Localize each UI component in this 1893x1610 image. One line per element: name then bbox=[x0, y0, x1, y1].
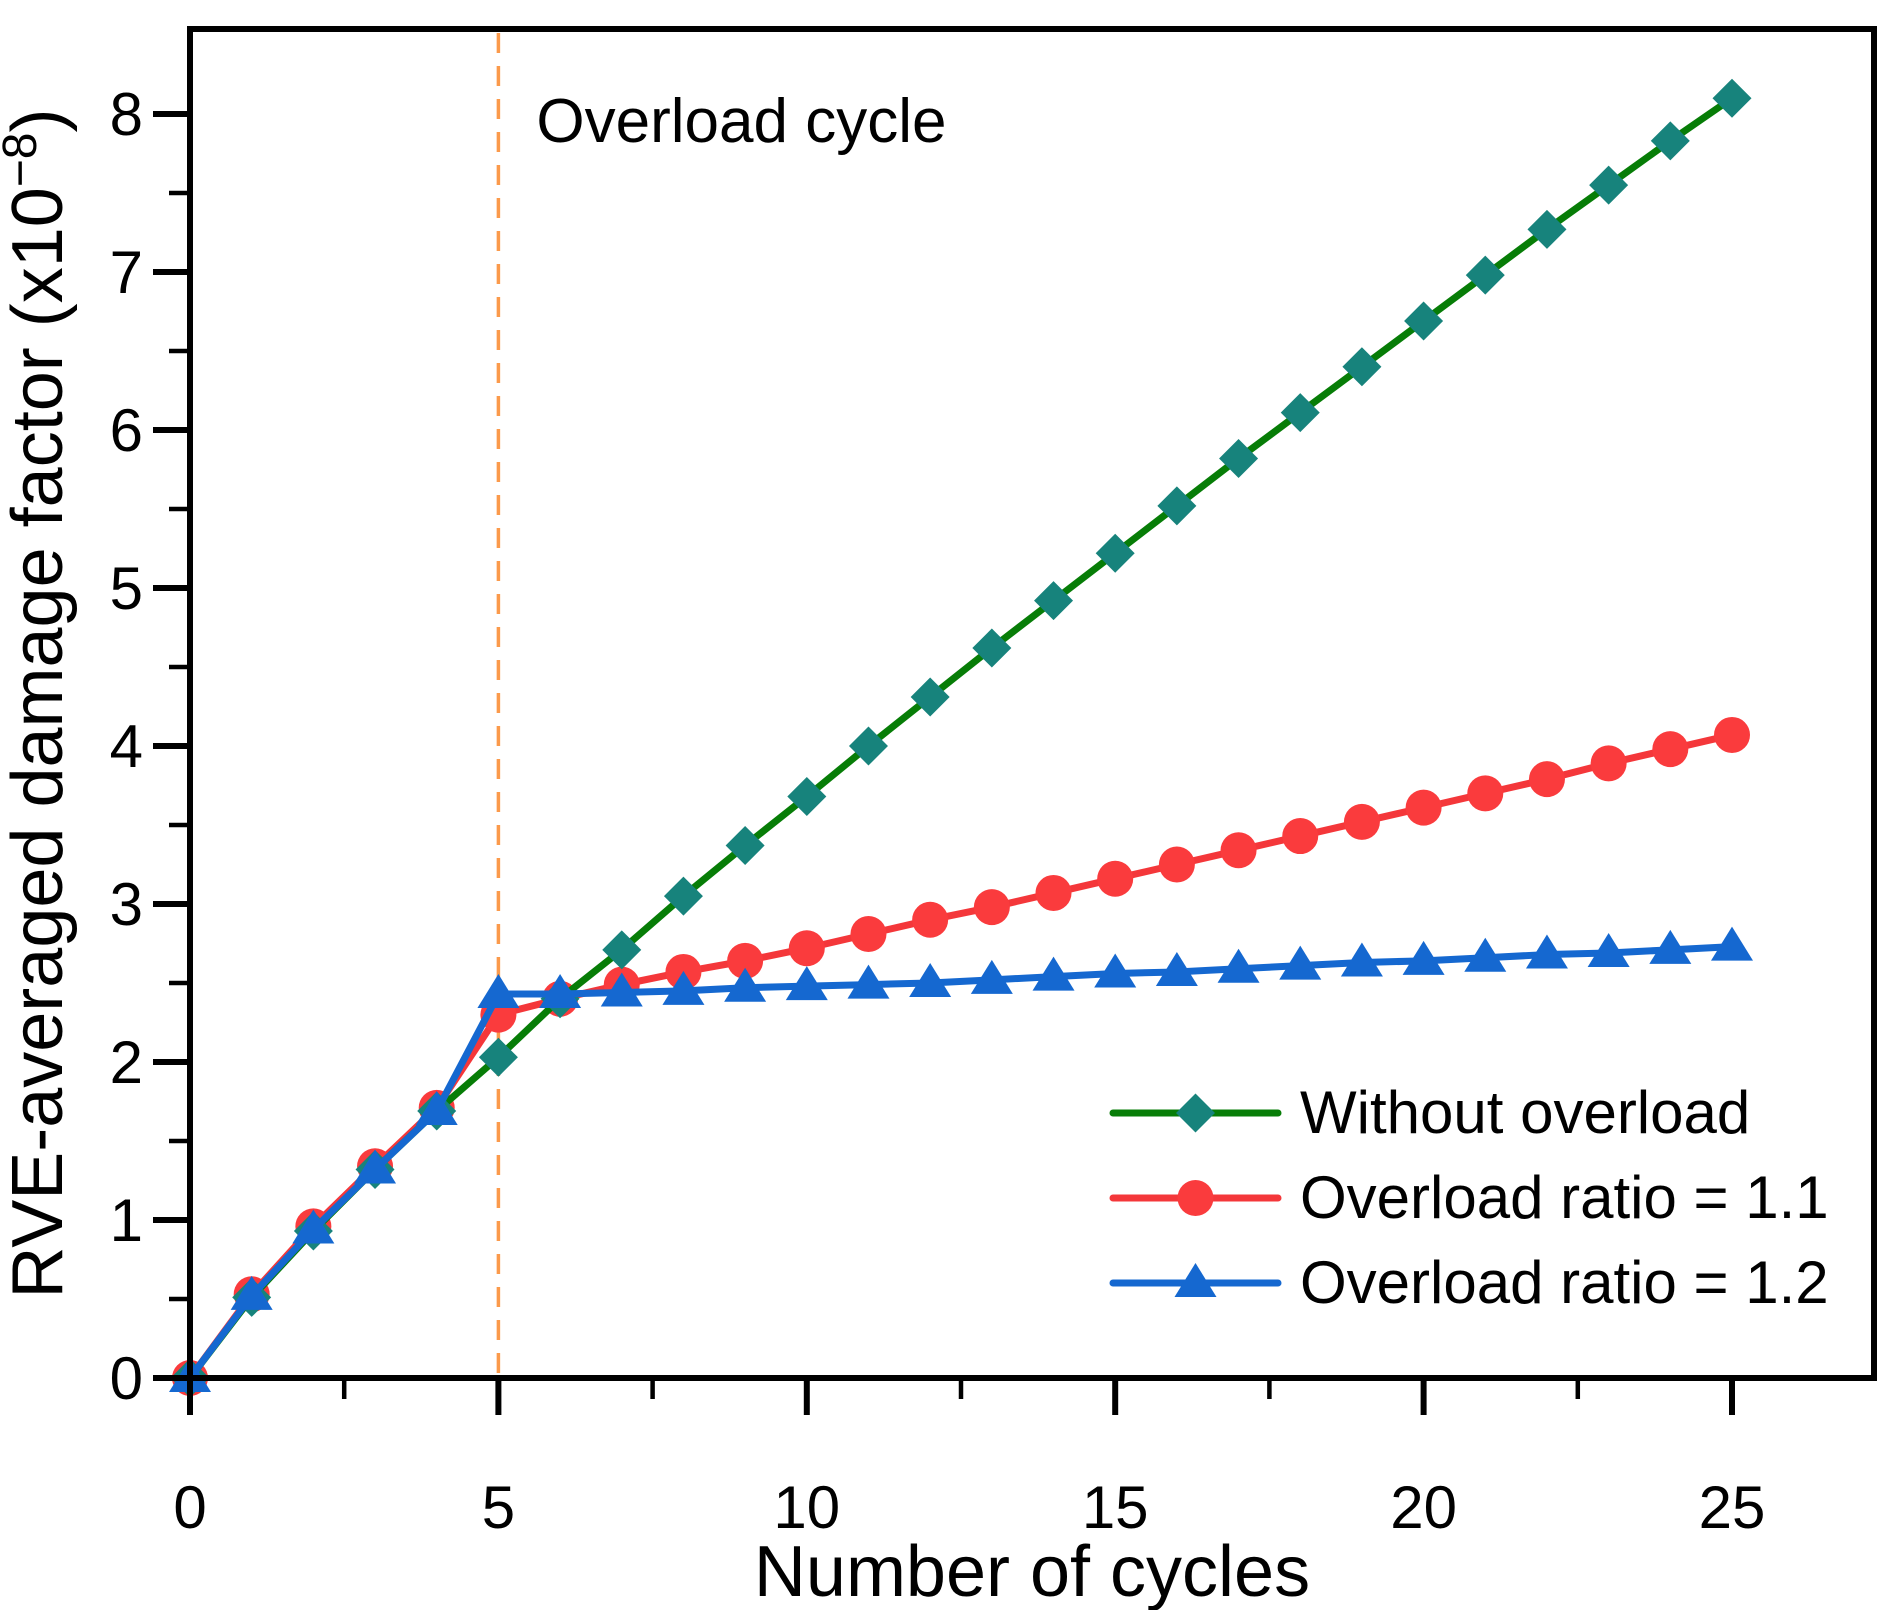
triangle-marker bbox=[724, 967, 767, 1002]
y-tick-label: 5 bbox=[110, 555, 143, 622]
triangle-marker bbox=[1649, 929, 1692, 964]
legend-diamond-marker bbox=[1176, 1093, 1215, 1133]
diamond-marker bbox=[478, 1037, 518, 1077]
triangle-marker bbox=[662, 970, 705, 1005]
triangle-marker bbox=[539, 974, 582, 1009]
diamond-marker bbox=[1219, 438, 1259, 478]
triangle-marker bbox=[230, 1275, 273, 1310]
circle-marker bbox=[1467, 775, 1504, 812]
diamond-marker bbox=[1527, 209, 1567, 249]
triangle-marker bbox=[909, 963, 952, 997]
y-axis-title: RVE-averaged damage factor (x10−8) bbox=[0, 108, 78, 1298]
legend-label: Overload ratio = 1.2 bbox=[1300, 1249, 1829, 1316]
y-tick-label: 4 bbox=[110, 713, 143, 780]
triangle-marker bbox=[1587, 932, 1630, 967]
triangle-marker bbox=[1094, 953, 1137, 988]
y-tick-label: 0 bbox=[110, 1345, 143, 1412]
y-tick-label: 7 bbox=[110, 239, 143, 306]
x-tick-label: 10 bbox=[773, 1474, 840, 1541]
triangle-marker bbox=[600, 972, 643, 1007]
y-tick-label: 2 bbox=[110, 1029, 143, 1096]
triangle-marker bbox=[1155, 951, 1198, 986]
triangle-marker bbox=[1402, 940, 1445, 975]
triangle-marker bbox=[354, 1149, 397, 1184]
diamond-marker bbox=[1465, 255, 1505, 295]
diamond-marker bbox=[1342, 347, 1382, 387]
triangle-marker bbox=[1711, 926, 1753, 961]
triangle-marker bbox=[1279, 945, 1322, 980]
diamond-marker bbox=[910, 677, 950, 717]
circle-marker bbox=[788, 930, 825, 967]
plot-border bbox=[187, 26, 1877, 1381]
diamond-marker bbox=[663, 876, 703, 916]
triangle-marker bbox=[970, 959, 1013, 994]
circle-marker bbox=[1714, 716, 1750, 753]
diamond-marker bbox=[972, 628, 1012, 668]
x-axis-title: Number of cycles bbox=[754, 1532, 1310, 1610]
triangle-marker bbox=[847, 964, 890, 999]
diamond-marker bbox=[848, 726, 888, 766]
diamond-marker bbox=[1034, 581, 1074, 621]
legend-triangle-marker bbox=[1174, 1263, 1217, 1297]
triangle-marker bbox=[1032, 956, 1075, 991]
y-tick-label: 3 bbox=[110, 871, 143, 938]
y-tick-label: 8 bbox=[110, 81, 143, 148]
circle-marker bbox=[912, 901, 949, 938]
diamond-marker bbox=[725, 826, 765, 866]
triangle-marker bbox=[477, 974, 520, 1009]
triangle-marker bbox=[1525, 934, 1568, 969]
circle-marker bbox=[1528, 761, 1565, 798]
circle-marker bbox=[973, 889, 1010, 926]
circle-marker bbox=[1035, 874, 1072, 911]
diamond-marker bbox=[1712, 78, 1752, 118]
circle-marker bbox=[1343, 803, 1380, 840]
diamond-marker bbox=[787, 777, 827, 817]
legend-item-without-overload: Without overload bbox=[1109, 1079, 1750, 1146]
triangle-marker bbox=[785, 966, 828, 1001]
triangle-marker bbox=[415, 1090, 458, 1125]
circle-marker bbox=[1282, 818, 1319, 855]
legend: Without overload Overload ratio = 1.1 Over… bbox=[1109, 1079, 1829, 1316]
triangle-marker bbox=[1340, 942, 1383, 977]
legend-circle-marker bbox=[1177, 1180, 1214, 1216]
circle-marker bbox=[1405, 789, 1442, 826]
circle-marker bbox=[727, 942, 764, 979]
legend-label: Overload ratio = 1.1 bbox=[1300, 1164, 1829, 1231]
x-tick-label: 25 bbox=[1699, 1474, 1766, 1541]
x-tick-label: 20 bbox=[1390, 1474, 1457, 1541]
y-tick-label: 6 bbox=[110, 397, 143, 464]
diamond-marker bbox=[602, 930, 642, 970]
circle-marker bbox=[1220, 832, 1257, 869]
x-tick-label: 0 bbox=[173, 1474, 206, 1541]
triangle-marker bbox=[1464, 937, 1507, 972]
series-group bbox=[169, 78, 1753, 1398]
axis-ticks: 0 5 10 15 20 25 0 1 2 3 4 5 6 7 8 bbox=[110, 81, 1766, 1541]
circle-marker bbox=[1097, 860, 1134, 897]
triangle-marker bbox=[292, 1209, 335, 1244]
legend-item-overload-ratio-1-2: Overload ratio = 1.2 bbox=[1109, 1249, 1829, 1316]
legend-item-overload-ratio-1-1: Overload ratio = 1.1 bbox=[1109, 1164, 1829, 1231]
diamond-marker bbox=[1650, 121, 1690, 161]
diamond-marker bbox=[1589, 165, 1629, 205]
circle-marker bbox=[1158, 846, 1195, 883]
diamond-marker bbox=[1404, 301, 1444, 341]
circle-marker bbox=[850, 916, 887, 953]
diamond-marker bbox=[1095, 533, 1135, 573]
x-tick-label: 15 bbox=[1082, 1474, 1149, 1541]
circle-marker bbox=[1590, 745, 1627, 782]
y-tick-label: 1 bbox=[110, 1187, 143, 1254]
triangle-marker bbox=[1217, 948, 1260, 983]
diamond-marker bbox=[1280, 393, 1320, 433]
overload-cycle-label: Overload cycle bbox=[536, 87, 946, 156]
legend-label: Without overload bbox=[1300, 1079, 1750, 1146]
circle-marker bbox=[1652, 731, 1689, 768]
series-overload-ratio-1-2 bbox=[169, 926, 1753, 1392]
diamond-marker bbox=[1157, 486, 1197, 526]
x-tick-label: 5 bbox=[482, 1474, 515, 1541]
